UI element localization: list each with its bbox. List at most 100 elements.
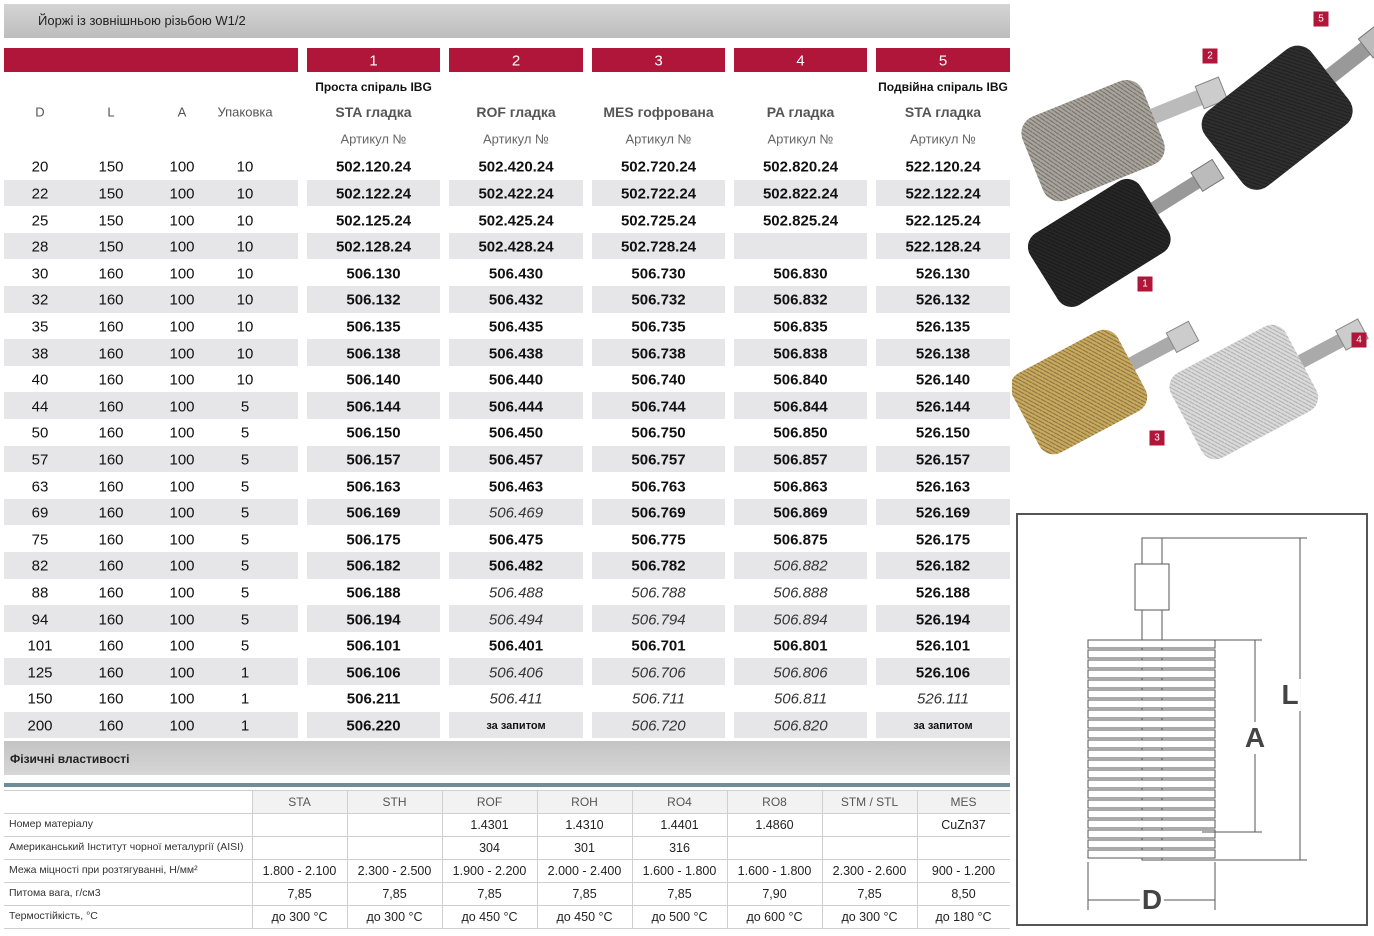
table-cell: 506.838 <box>773 345 828 362</box>
row-stripe <box>307 286 440 313</box>
article-label: Артикул № <box>340 131 407 147</box>
property-value: 301 <box>574 840 595 855</box>
table-cell: 506.844 <box>773 398 828 416</box>
table-cell: 150 <box>98 212 124 229</box>
column-header: MES гофрована <box>603 104 714 120</box>
row-stripe <box>876 232 1010 260</box>
property-label: Термостійкість, °C <box>9 910 98 922</box>
property-label: Питома вага, г/см3 <box>9 887 101 899</box>
table-cell: 526.135 <box>915 318 971 336</box>
table-cell: 82 <box>31 557 49 575</box>
row-stripe <box>592 605 725 632</box>
header-cell <box>347 790 442 813</box>
table-cell: 506.450 <box>488 424 544 442</box>
bristle-disc <box>1087 699 1216 709</box>
table-cell: 160 <box>98 504 124 522</box>
table-cell: 506.775 <box>631 531 686 549</box>
property-value: 1.4301 <box>470 817 509 832</box>
table-cell: 1 <box>240 690 250 708</box>
section-bar <box>4 741 1010 775</box>
table-cell: 100 <box>169 265 195 283</box>
table-cell: 10 <box>236 212 254 229</box>
row-stripe <box>734 605 867 632</box>
table-cell: 502.425.24 <box>478 212 554 229</box>
group-bar <box>4 48 298 72</box>
table-cell: 506.135 <box>346 318 401 336</box>
table-cell: 100 <box>169 345 195 362</box>
table-rule <box>4 882 1010 883</box>
table-cell: 160 <box>98 371 124 389</box>
property-label: Межа міцності при розтягуванні, Н/мм² <box>9 864 198 876</box>
table-cell: 30 <box>31 265 49 283</box>
table-cell: 10 <box>236 185 254 203</box>
column-header: L <box>107 104 115 120</box>
table-cell: 75 <box>31 531 49 549</box>
table-cell: 506.888 <box>773 584 828 602</box>
header-cell <box>442 790 537 813</box>
bristle-disc <box>1087 689 1216 699</box>
table-cell: 63 <box>31 478 49 495</box>
table-cell: 502.122.24 <box>335 185 412 203</box>
bristle-disc <box>1087 829 1216 839</box>
table-cell: 20 <box>31 158 49 176</box>
property-column: STH <box>382 794 407 809</box>
table-cell: 100 <box>169 318 195 336</box>
table-cell: 160 <box>98 557 124 575</box>
table-cell: 506.806 <box>773 664 828 682</box>
property-value: 7,85 <box>572 886 597 901</box>
table-cell: 100 <box>169 451 195 469</box>
property-value: 7,85 <box>477 886 502 901</box>
table-cell: 100 <box>169 584 195 602</box>
table-cell: 506.869 <box>773 504 828 522</box>
header-cell <box>537 790 632 813</box>
property-value: 304 <box>479 840 500 855</box>
property-value: 1.4860 <box>755 817 794 832</box>
table-cell: 506.430 <box>488 265 544 283</box>
table-cell: 506.732 <box>631 291 686 309</box>
property-value: до 600 °C <box>746 909 803 924</box>
property-value: 1.4310 <box>565 817 604 832</box>
header-cell <box>822 790 917 813</box>
table-cell: 5 <box>240 504 250 522</box>
table-cell: 502.825.24 <box>762 212 839 229</box>
table-cell: 506.438 <box>488 345 544 362</box>
table-cell: 506.882 <box>773 557 828 575</box>
bristle-disc <box>1087 639 1216 649</box>
row-stripe <box>307 605 440 632</box>
table-cell: 160 <box>98 318 124 336</box>
brush-4 <box>1169 318 1369 460</box>
table-rule <box>4 905 1010 906</box>
header-cell <box>632 790 727 813</box>
row-stripe <box>592 286 725 313</box>
property-value: CuZn37 <box>941 817 986 832</box>
table-cell: 506.169 <box>346 504 401 522</box>
table-cell: 100 <box>169 158 195 176</box>
row-stripe <box>449 445 583 473</box>
column-header: STA гладка <box>335 104 412 120</box>
table-cell: 1 <box>240 664 250 682</box>
table-cell: 5 <box>240 398 250 416</box>
table-cell: 526.182 <box>915 557 971 575</box>
table-cell: 10 <box>236 371 254 389</box>
table-cell: 526.106 <box>915 664 971 682</box>
table-cell: 506.763 <box>631 478 686 495</box>
property-value: 7,85 <box>857 886 882 901</box>
table-cell: 506.701 <box>631 637 686 655</box>
dimension-label: L <box>1279 679 1301 711</box>
table-rule <box>4 790 1010 791</box>
property-value: 2.300 - 2.600 <box>832 863 907 878</box>
bristle-disc <box>1087 779 1216 789</box>
table-cell: 506.101 <box>346 637 401 655</box>
table-cell: 506.863 <box>773 478 828 495</box>
table-cell: 160 <box>98 478 124 495</box>
property-value: 1.600 - 1.800 <box>642 863 717 878</box>
row-stripe <box>307 339 440 366</box>
group-number: 2 <box>511 52 521 70</box>
table-rule <box>4 836 1010 837</box>
row-stripe <box>592 232 725 260</box>
row-stripe <box>449 605 583 632</box>
row-stripe <box>876 339 1010 366</box>
table-cell: 100 <box>169 504 195 522</box>
table-cell: 526.144 <box>915 398 971 416</box>
row-stripe <box>876 658 1010 685</box>
